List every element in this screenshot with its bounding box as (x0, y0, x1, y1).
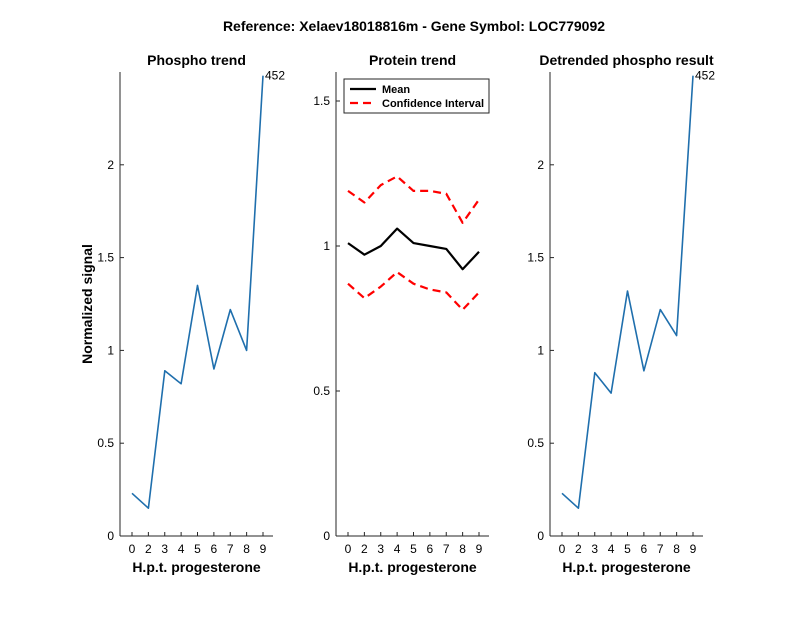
series-3-line (347, 271, 480, 311)
y-tick-label: 1 (107, 343, 114, 357)
x-tick-label: 6 (641, 542, 648, 556)
x-tick-label: 2 (145, 542, 152, 556)
figure-title: Reference: Xelaev18018816m - Gene Symbol… (223, 18, 605, 34)
y-tick-label: 1.5 (527, 251, 544, 265)
y-tick-label: 0 (107, 529, 114, 543)
y-tick-label: 0.5 (527, 436, 544, 450)
x-axis-label: H.p.t. progesterone (562, 559, 691, 575)
x-tick-label: 7 (657, 542, 664, 556)
y-tick-label: 1.5 (313, 94, 330, 108)
x-axis-label: H.p.t. progesterone (348, 559, 477, 575)
y-tick-label: 0 (537, 529, 544, 543)
x-tick-label: 4 (608, 542, 615, 556)
x-tick-label: 6 (427, 542, 434, 556)
x-tick-label: 8 (673, 542, 680, 556)
x-tick-label: 5 (410, 542, 417, 556)
y-tick-label: 1.5 (97, 251, 114, 265)
x-axis-label: H.p.t. progesterone (132, 559, 261, 575)
series-1-line (131, 75, 264, 510)
y-axis-label: Normalized signal (79, 244, 95, 364)
x-tick-label: 0 (345, 542, 352, 556)
legend-entry-label: Confidence Interval (382, 98, 484, 110)
x-tick-label: 2 (575, 542, 582, 556)
y-tick-label: 2 (107, 158, 114, 172)
y-tick-label: 0.5 (313, 384, 330, 398)
subplot-title: Detrended phospho result (539, 52, 714, 68)
x-tick-label: 9 (476, 542, 483, 556)
subplot-1: Phospho trend H.p.t. progesterone Normaliz… (79, 52, 285, 575)
x-tick-label: 9 (260, 542, 267, 556)
x-tick-label: 3 (377, 542, 384, 556)
subplot-3: Detrended phospho result H.p.t. progester… (527, 52, 715, 575)
x-tick-label: 4 (178, 542, 185, 556)
x-tick-label: 5 (194, 542, 201, 556)
y-tick-label: 1 (537, 343, 544, 357)
x-tick-label: 0 (129, 542, 136, 556)
mean-line (347, 227, 480, 271)
x-tick-label: 5 (624, 542, 631, 556)
x-tick-label: 8 (459, 542, 466, 556)
legend-box (343, 78, 490, 114)
y-tick-label: 0.5 (97, 436, 114, 450)
x-tick-label: 9 (690, 542, 697, 556)
data-annotation: 452 (695, 69, 715, 83)
x-tick-label: 2 (361, 542, 368, 556)
subplot-title: Protein trend (369, 52, 456, 68)
series-1-line (561, 75, 694, 510)
y-tick-label: 2 (537, 158, 544, 172)
legend: Mean Confidence Interval (343, 78, 490, 114)
x-tick-label: 8 (243, 542, 250, 556)
x-tick-label: 7 (443, 542, 450, 556)
x-tick-label: 7 (227, 542, 234, 556)
subplot-title: Phospho trend (147, 52, 246, 68)
x-tick-label: 0 (559, 542, 566, 556)
data-annotation: 452 (265, 69, 285, 83)
legend-entry-label: Mean (382, 84, 410, 96)
confidence-interval-line (347, 175, 480, 224)
y-tick-label: 1 (323, 239, 330, 253)
x-tick-label: 3 (591, 542, 598, 556)
x-tick-label: 6 (211, 542, 218, 556)
y-tick-label: 0 (323, 529, 330, 543)
x-tick-label: 4 (394, 542, 401, 556)
x-tick-label: 3 (161, 542, 168, 556)
